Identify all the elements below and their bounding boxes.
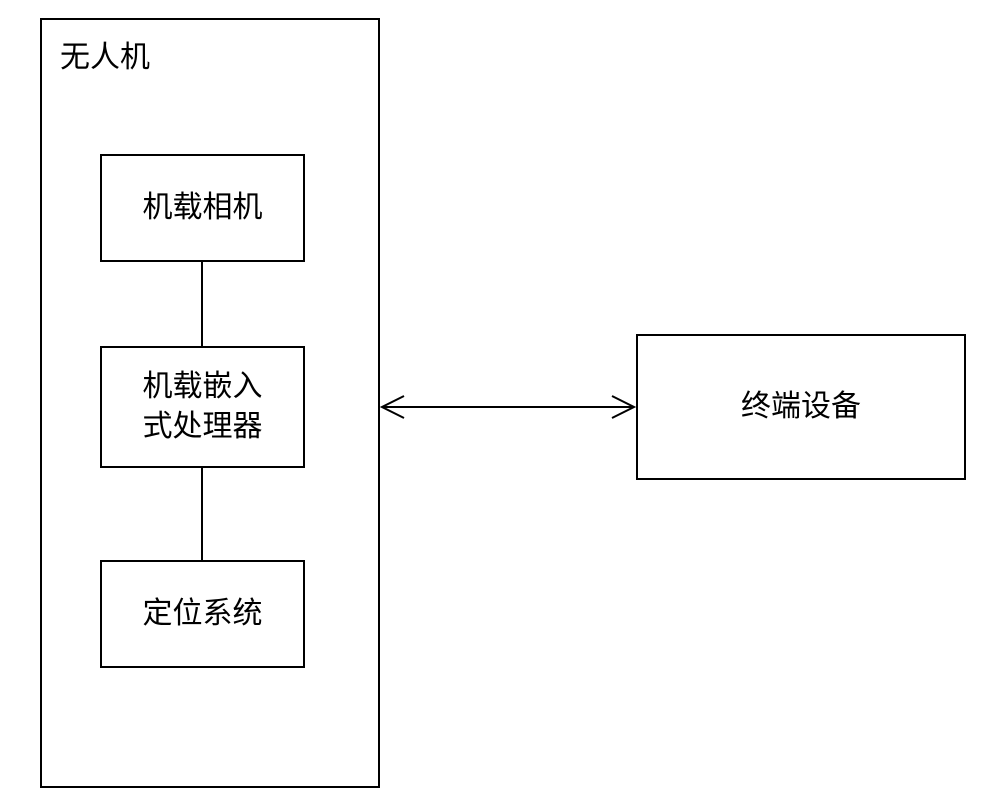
- uav-container-title: 无人机: [60, 32, 150, 76]
- node-terminal: 终端设备: [636, 334, 966, 480]
- node-gps-label: 定位系统: [143, 594, 263, 635]
- node-camera: 机载相机: [100, 154, 305, 262]
- diagram-canvas: 无人机 机载相机 机载嵌入 式处理器 定位系统 终端设备: [0, 0, 1000, 802]
- node-camera-label: 机载相机: [143, 188, 263, 229]
- node-terminal-label: 终端设备: [741, 387, 861, 428]
- node-gps: 定位系统: [100, 560, 305, 668]
- double-arrow-icon: [380, 394, 636, 420]
- connector-processor-gps: [201, 468, 203, 560]
- node-processor-label: 机载嵌入 式处理器: [143, 367, 263, 448]
- node-processor: 机载嵌入 式处理器: [100, 346, 305, 468]
- connector-camera-processor: [201, 262, 203, 346]
